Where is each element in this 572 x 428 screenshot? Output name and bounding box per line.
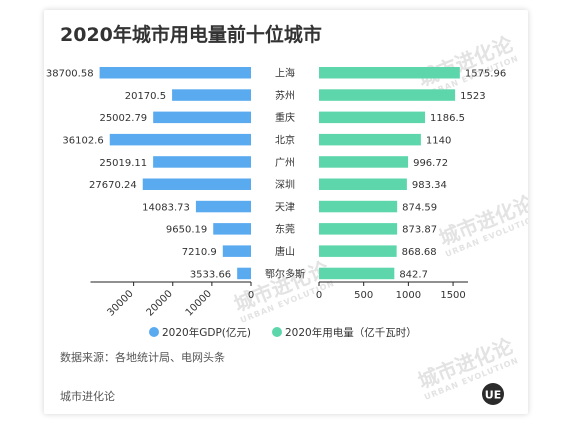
- chart-title: 2020年城市用电量前十位城市: [60, 23, 322, 46]
- footer-brand: 城市进化论: [60, 389, 115, 403]
- electricity-bar: [319, 245, 397, 257]
- electricity-value-label: 983.34: [412, 180, 447, 191]
- electricity-bar: [319, 133, 421, 146]
- gdp-value-label: 3533.66: [190, 269, 231, 280]
- city-label: 北京: [275, 133, 295, 146]
- gdp-tick-label: 10000: [184, 288, 214, 318]
- legend-label: 2020年用电量（亿千瓦时）: [285, 326, 417, 339]
- electricity-value-label: 1523: [460, 91, 485, 102]
- city-label: 苏州: [275, 89, 295, 102]
- city-label: 上海: [275, 67, 295, 80]
- gdp-bar: [172, 89, 251, 101]
- gdp-value-label: 25002.79: [99, 113, 147, 124]
- electricity-tick-label: 1500: [440, 290, 465, 301]
- gdp-tick-label: 30000: [105, 288, 135, 318]
- city-label: 鄂尔多斯: [265, 267, 305, 280]
- gdp-bar: [213, 223, 251, 235]
- gdp-tick-label: 20000: [145, 288, 175, 318]
- bars-layer: 38700.58 1575.96 上海 20170.5 1523 苏州 25002.79 11…: [46, 67, 506, 281]
- electricity-bar: [319, 200, 398, 213]
- gdp-bar: [109, 133, 251, 146]
- electricity-bar: [319, 111, 426, 124]
- electricity-tick-label: 1000: [396, 290, 421, 301]
- city-label: 东莞: [275, 223, 295, 236]
- electricity-value-label: 1575.96: [465, 69, 506, 80]
- gdp-bar: [237, 267, 251, 280]
- gdp-value-label: 7210.9: [182, 247, 217, 258]
- city-label: 重庆: [275, 111, 295, 124]
- gdp-bar: [195, 200, 251, 213]
- source-note: 数据来源：各地统计局、电网头条: [60, 350, 225, 364]
- gdp-value-label: 25019.11: [99, 158, 147, 169]
- ue-logo-text: UE: [485, 389, 501, 402]
- ue-logo-circle: [482, 383, 504, 405]
- electricity-value-label: 874.59: [402, 202, 437, 213]
- gdp-value-label: 36102.6: [62, 135, 103, 146]
- city-label: 唐山: [275, 245, 295, 258]
- gdp-value-label: 38700.58: [46, 69, 94, 80]
- electricity-value-label: 868.68: [402, 247, 437, 258]
- electricity-bar: [319, 89, 456, 101]
- electricity-value-label: 1186.5: [430, 113, 465, 124]
- gdp-bar: [153, 111, 251, 124]
- electricity-tick-label: 500: [354, 290, 373, 301]
- gdp-value-label: 9650.19: [166, 225, 207, 236]
- electricity-tick-label: 0: [316, 290, 322, 301]
- electricity-value-label: 842.7: [399, 269, 428, 280]
- electricity-bar: [319, 267, 395, 280]
- gdp-bar: [142, 178, 251, 190]
- electricity-value-label: 1140: [426, 135, 451, 146]
- legend-label: 2020年GDP(亿元): [162, 326, 251, 339]
- ue-logo: UE: [482, 383, 504, 405]
- electricity-value-label: 873.87: [402, 225, 437, 236]
- electricity-bar: [319, 223, 398, 235]
- gdp-tick-label: 0: [248, 290, 254, 301]
- electricity-value-label: 996.72: [413, 158, 448, 169]
- gdp-bar: [222, 245, 251, 257]
- gdp-bar: [99, 67, 251, 79]
- chart-card: 城市进化论 URBAN EVOLUTION 城市进化论 URBAN EVOLUTION…: [44, 10, 528, 414]
- city-label: 广州: [275, 157, 295, 169]
- gdp-value-label: 14083.73: [142, 202, 190, 213]
- legend-swatch: [149, 327, 159, 337]
- electricity-bar: [319, 67, 460, 79]
- electricity-bar: [319, 178, 407, 190]
- electricity-bar: [319, 156, 409, 168]
- city-label: 深圳: [275, 179, 295, 191]
- gdp-bar: [153, 156, 251, 168]
- legend: 2020年GDP(亿元) 2020年用电量（亿千瓦时）: [149, 326, 417, 339]
- city-label: 天津: [275, 201, 295, 213]
- gdp-value-label: 27670.24: [89, 180, 137, 191]
- gdp-value-label: 20170.5: [125, 91, 166, 102]
- legend-swatch: [272, 327, 282, 337]
